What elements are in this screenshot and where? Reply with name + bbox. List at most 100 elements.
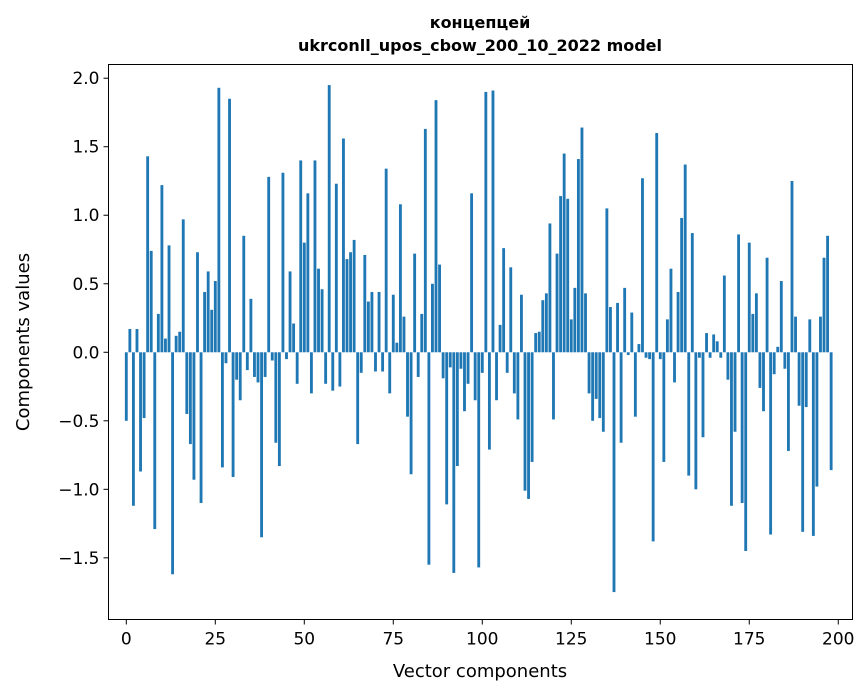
- bar: [776, 346, 780, 353]
- bar: [733, 352, 737, 432]
- bar: [139, 352, 142, 472]
- bar: [477, 352, 481, 568]
- bar: [612, 352, 616, 593]
- bar: [463, 352, 466, 412]
- bar: [762, 352, 765, 412]
- x-tick-label: 25: [204, 630, 226, 650]
- bar: [495, 352, 498, 401]
- bar: [438, 264, 441, 353]
- bar: [277, 352, 281, 467]
- bar: [584, 293, 587, 353]
- bar: [445, 352, 449, 505]
- plot-frame: [108, 64, 853, 620]
- bar: [534, 333, 538, 353]
- bar: [576, 159, 580, 353]
- bar: [320, 289, 324, 353]
- x-tick-label: 200: [822, 630, 854, 650]
- bar: [815, 352, 819, 487]
- bar: [124, 352, 128, 421]
- bar: [811, 352, 815, 536]
- bar: [655, 133, 659, 353]
- bar: [448, 352, 452, 368]
- bar: [555, 253, 559, 353]
- bar: [420, 313, 424, 353]
- bar: [516, 352, 520, 420]
- bar: [285, 352, 288, 360]
- bar: [356, 352, 360, 445]
- bar: [416, 352, 420, 377]
- bar: [512, 352, 516, 394]
- bar: [598, 352, 602, 419]
- bar: [452, 352, 456, 573]
- bar: [669, 268, 673, 353]
- bar: [587, 352, 591, 394]
- bar: [580, 127, 584, 353]
- bar: [470, 193, 474, 353]
- bar: [156, 313, 160, 353]
- bar: [826, 235, 830, 353]
- bar: [758, 352, 762, 388]
- bar: [256, 352, 260, 383]
- bar: [213, 281, 217, 353]
- bar: [327, 85, 331, 353]
- bar: [203, 291, 207, 353]
- bar: [302, 242, 306, 353]
- bar: [487, 352, 491, 450]
- bar: [502, 248, 506, 353]
- bar: [274, 352, 278, 443]
- bar: [630, 312, 634, 353]
- bar: [210, 309, 214, 353]
- bar: [530, 352, 534, 462]
- bar: [712, 334, 716, 353]
- bar: [765, 257, 769, 353]
- bar: [174, 335, 178, 353]
- bar: [730, 352, 733, 506]
- bar: [829, 352, 833, 471]
- bar: [651, 352, 655, 542]
- bar: [270, 352, 274, 361]
- bar: [199, 352, 203, 504]
- bar: [559, 196, 563, 353]
- bar: [135, 328, 139, 353]
- bar: [819, 316, 822, 353]
- bar: [235, 352, 239, 380]
- bar: [131, 352, 135, 506]
- bar: [552, 352, 555, 420]
- x-tick-label: 75: [382, 630, 404, 650]
- bar: [366, 301, 370, 353]
- bar: [164, 338, 167, 353]
- bar: [359, 352, 363, 373]
- bar: [783, 352, 787, 369]
- bar: [527, 352, 530, 499]
- bar: [705, 333, 708, 353]
- bar: [566, 198, 570, 353]
- bar: [726, 352, 730, 380]
- bar: [491, 90, 495, 353]
- bar: [263, 352, 267, 377]
- bar: [196, 252, 199, 353]
- bar: [423, 128, 427, 353]
- bar: [673, 352, 676, 383]
- bar: [153, 352, 157, 530]
- bar: [737, 234, 741, 353]
- bar: [747, 242, 751, 353]
- y-tick-label: 0.5: [72, 275, 99, 295]
- bar: [537, 331, 541, 353]
- y-tick-label: 0.0: [72, 343, 99, 363]
- bar: [680, 217, 684, 353]
- bar: [391, 294, 395, 353]
- bar: [249, 298, 253, 353]
- bar: [601, 352, 605, 432]
- bar: [722, 275, 726, 353]
- x-tick-label: 0: [121, 630, 132, 650]
- bar: [217, 87, 221, 353]
- x-tick-label: 175: [733, 630, 765, 650]
- bar: [431, 283, 434, 353]
- bar: [541, 300, 545, 353]
- chart-title-line-2: ukrconll_upos_cbow_200_10_2022 model: [298, 36, 662, 55]
- bar: [238, 352, 242, 401]
- bar: [245, 352, 249, 371]
- bar: [644, 352, 648, 358]
- bar: [324, 352, 328, 384]
